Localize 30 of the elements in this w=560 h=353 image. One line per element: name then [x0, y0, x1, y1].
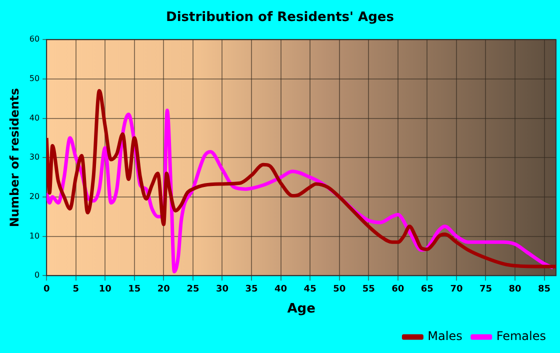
x-tick-label: 15	[128, 284, 141, 294]
x-tick-label: 40	[274, 284, 288, 294]
x-tick-label: 5	[72, 284, 79, 294]
x-tick-label: 65	[420, 284, 434, 294]
x-tick-label: 45	[304, 284, 316, 294]
x-tick-label: 55	[362, 284, 375, 294]
y-tick-label: 40	[29, 113, 40, 122]
y-axis-title: Number of residents	[7, 88, 22, 228]
x-tick-label: 0	[43, 284, 50, 294]
x-tick-label: 10	[98, 284, 112, 294]
y-tick-label: 10	[29, 231, 40, 240]
y-tick-label: 30	[29, 152, 40, 162]
x-axis-title: Age	[287, 302, 316, 317]
chart-title: Distribution of Residents' Ages	[166, 10, 394, 26]
x-tick-label: 80	[508, 284, 522, 294]
y-tick-label: 60	[29, 34, 40, 44]
y-tick-label: 20	[29, 192, 40, 202]
x-tick-label: 25	[186, 284, 200, 294]
x-tick-label: 35	[245, 284, 258, 294]
y-tick-label: 50	[29, 74, 40, 84]
y-tick-label: 0	[34, 270, 40, 280]
x-tick-label: 50	[333, 284, 346, 294]
x-tick-label: 85	[538, 284, 551, 294]
x-tick-label: 60	[392, 284, 404, 294]
x-tick-label: 30	[216, 284, 229, 294]
x-tick-label: 20	[157, 284, 170, 294]
x-tick-label: 70	[450, 284, 463, 294]
legend-label: Males	[428, 329, 462, 344]
x-tick-label: 75	[479, 284, 492, 294]
legend-label: Females	[496, 329, 546, 344]
